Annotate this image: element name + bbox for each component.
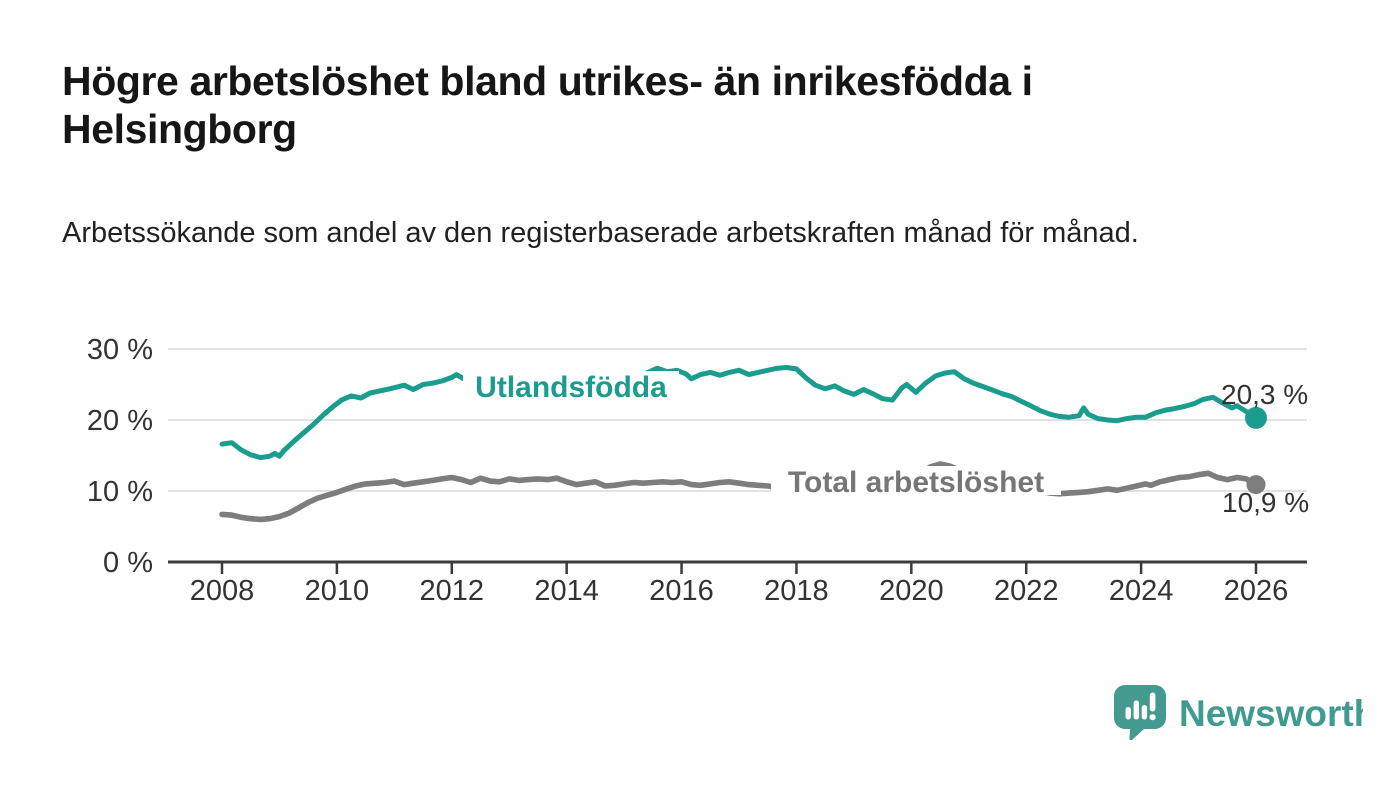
series-end-dot <box>1246 475 1266 495</box>
logo-bar-icon <box>1133 700 1139 720</box>
newsworthy-logo-icon <box>1114 685 1166 740</box>
x-axis-tick-label: 2010 <box>305 575 370 607</box>
logo-exclamation-dot-icon <box>1149 714 1156 721</box>
series-line-utlandsfodda <box>219 365 1259 461</box>
series-line-total <box>219 461 1259 523</box>
logo-exclamation-icon <box>1149 692 1156 712</box>
y-axis-tick-label: 0 % <box>103 547 153 579</box>
series-label-bg <box>771 466 1061 495</box>
newsworthy-logo-text: Newsworthy <box>1179 693 1363 734</box>
series-end-value-label: 20,3 % <box>1221 379 1308 410</box>
series-end-dot <box>1244 406 1267 429</box>
y-axis-tick-label: 20 % <box>87 405 153 437</box>
x-axis-tick-label: 2012 <box>420 575 485 607</box>
y-axis-tick-label: 30 % <box>87 334 153 366</box>
logo-bar-icon <box>1125 707 1131 720</box>
logo-bar-icon <box>1141 705 1148 720</box>
x-axis-tick-label: 2022 <box>994 575 1059 607</box>
x-axis-tick-label: 2026 <box>1224 575 1289 607</box>
newsworthy-logo: Newsworthy <box>1114 685 1363 740</box>
series-label-utlandsfodda: Utlandsfödda <box>475 371 667 404</box>
x-axis-tick-label: 2008 <box>190 575 255 607</box>
x-axis-tick-label: 2016 <box>649 575 714 607</box>
y-axis-tick-label: 10 % <box>87 476 153 508</box>
x-axis-tick-label: 2024 <box>1109 575 1174 607</box>
x-axis-tick-label: 2014 <box>534 575 599 607</box>
series-end-value-label: 10,9 % <box>1222 487 1309 518</box>
chart-subtitle: Arbetssökande som andel av den registerb… <box>62 217 1139 249</box>
x-axis-tick-label: 2018 <box>764 575 829 607</box>
series-label-total: Total arbetslöshet <box>788 466 1044 499</box>
series-label-bg <box>463 371 679 399</box>
x-axis-tick-label: 2020 <box>879 575 944 607</box>
chart-title: Högre arbetslöshet bland utrikes- än inr… <box>62 58 1033 152</box>
